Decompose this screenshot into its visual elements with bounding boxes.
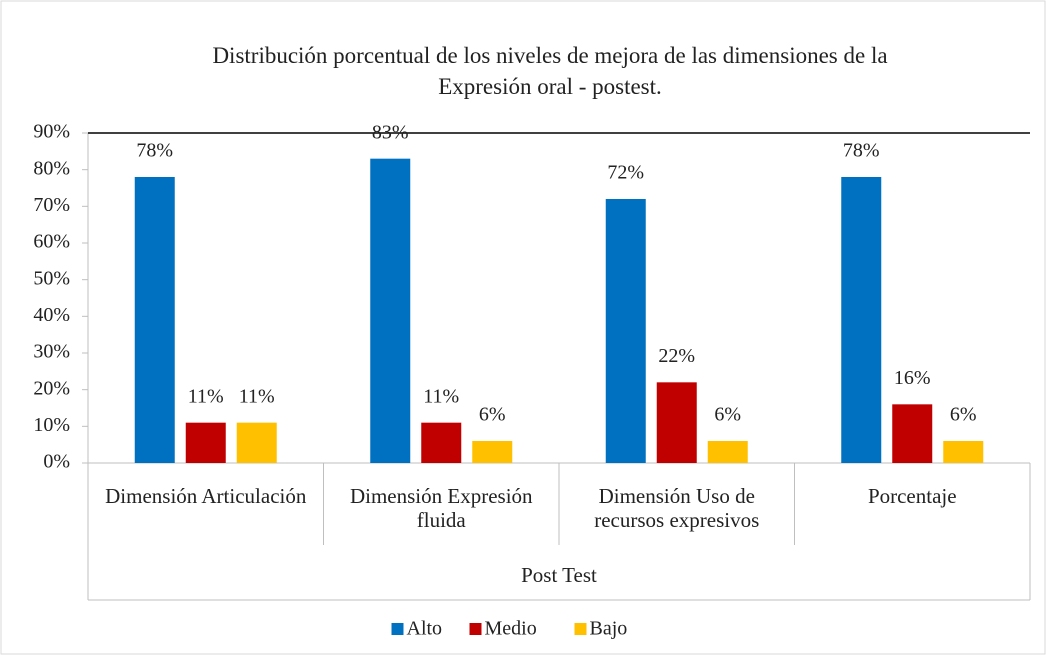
legend-swatch [391,623,404,635]
bar [421,422,462,463]
bar [943,441,984,463]
y-tick-label: 20% [33,377,70,399]
data-label: 78% [136,140,173,162]
bar [605,199,646,463]
data-label: 11% [188,385,224,407]
chart-title: Distribución porcentual de los niveles d… [212,43,888,99]
bar [841,177,882,463]
legend-label: Medio [485,618,537,640]
y-tick-label: 60% [33,231,70,253]
bar [892,404,933,463]
y-tick-label: 90% [33,121,70,143]
y-tick-label: 40% [33,304,70,326]
x-tick-label: Dimensión Articulación [105,484,307,508]
data-label: 83% [372,121,409,143]
bar [236,422,277,463]
x-tick-label: Dimensión Uso de recursos expresivos [594,484,760,532]
legend-swatch [574,623,587,635]
data-label: 6% [714,404,741,426]
bar [134,177,175,463]
y-tick-label: 80% [33,157,70,179]
data-label: 78% [843,140,880,162]
group-label: Post Test [521,563,597,587]
y-tick-label: 30% [33,341,70,363]
data-label: 72% [607,162,644,184]
legend-swatch [469,623,482,635]
data-label: 6% [950,404,977,426]
legend-label: Alto [407,618,443,640]
y-tick-label: 70% [33,194,70,216]
y-tick-label: 50% [33,267,70,289]
bar [185,422,226,463]
bar [472,441,513,463]
data-label: 11% [239,385,275,407]
data-label: 11% [423,385,459,407]
legend-label: Bajo [590,618,628,640]
data-label: 22% [658,345,695,367]
x-tick-label: Porcentaje [867,484,957,508]
x-tick-label: Dimensión Expresión fluida [349,484,533,532]
bar [707,441,748,463]
bar [370,158,411,463]
y-tick-label: 10% [33,414,70,436]
bar [656,382,697,463]
data-label: 16% [894,367,931,389]
y-tick-label: 0% [43,451,70,473]
data-label: 6% [479,404,506,426]
